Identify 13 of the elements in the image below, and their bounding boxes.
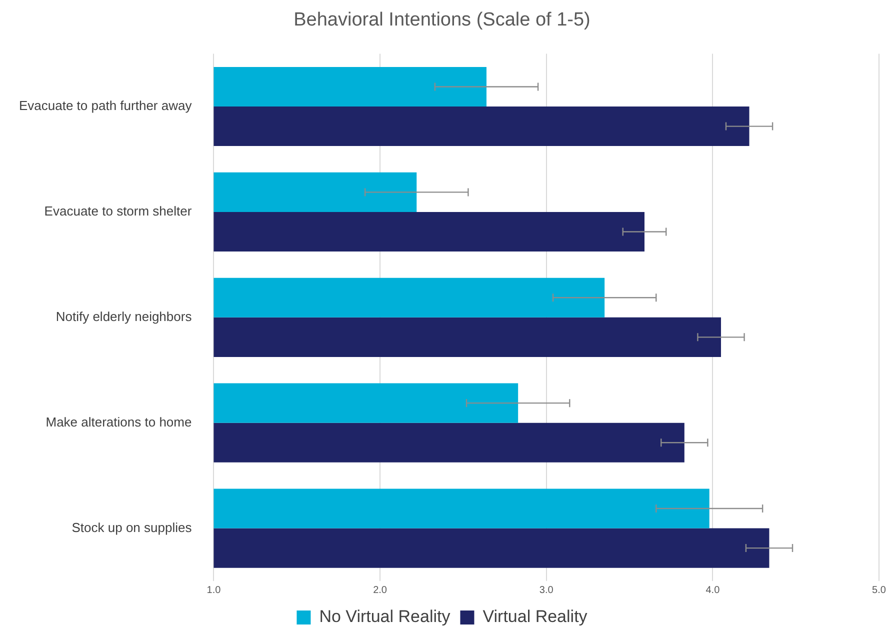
y-tick-label: Stock up on supplies (72, 520, 192, 535)
y-tick-label: Evacuate to storm shelter (44, 204, 192, 219)
x-tick-label: 3.0 (539, 584, 554, 596)
x-tick-label: 1.0 (206, 584, 222, 596)
x-tick-label: 5.0 (872, 584, 886, 596)
x-tick-label: 4.0 (706, 584, 720, 596)
y-tick-label: Notify elderly neighbors (56, 308, 192, 324)
legend-label: No Virtual Reality (319, 607, 451, 626)
legend-label: Virtual Reality (482, 607, 588, 626)
x-tick-label: 2.0 (373, 584, 388, 596)
y-tick-label: Make alterations to home (46, 414, 192, 430)
chart-title: Behavioral Intentions (Scale of 1-5) (294, 10, 590, 31)
y-tick-label: Evacuate to path further away (18, 98, 192, 114)
